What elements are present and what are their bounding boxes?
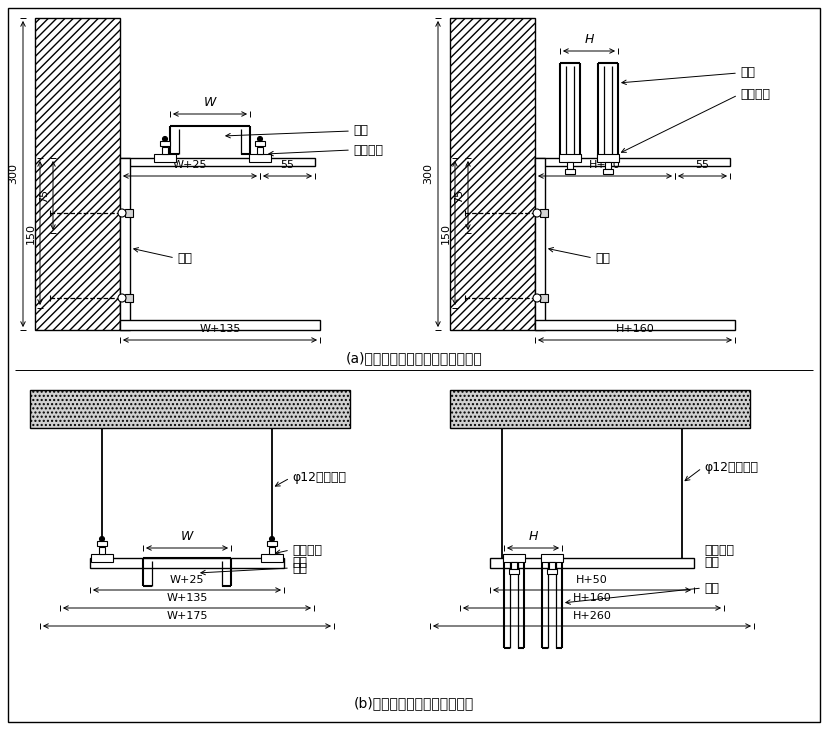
Circle shape [162, 137, 167, 142]
Bar [596, 154, 619, 162]
Bar [602, 169, 612, 174]
Text: 侧卧压板: 侧卧压板 [703, 544, 733, 556]
Bar [269, 547, 275, 554]
Text: φ12圆锂吊杆: φ12圆锂吊杆 [703, 461, 757, 474]
Bar [510, 562, 516, 569]
Text: 55: 55 [280, 160, 294, 170]
Text: 150: 150 [441, 223, 451, 244]
Bar [97, 541, 107, 546]
Bar [266, 541, 277, 546]
Bar [154, 154, 176, 162]
Bar [162, 147, 168, 154]
Text: H+50: H+50 [589, 160, 620, 170]
Circle shape [533, 209, 540, 217]
Text: 平卧压板: 平卧压板 [292, 544, 322, 556]
Text: W+135: W+135 [199, 324, 241, 334]
Bar [120, 158, 130, 330]
Bar [539, 209, 547, 217]
Bar [540, 554, 562, 562]
Bar [90, 558, 284, 568]
Bar [490, 558, 693, 568]
Bar [534, 158, 544, 330]
Text: 母线: 母线 [292, 561, 307, 575]
Circle shape [99, 537, 104, 542]
Bar [449, 390, 749, 428]
Bar [566, 162, 572, 169]
Text: W: W [180, 530, 193, 543]
Circle shape [269, 537, 275, 542]
Bar [125, 294, 133, 302]
Text: 平卧压板: 平卧压板 [352, 144, 383, 156]
Circle shape [533, 294, 540, 302]
Bar [539, 294, 547, 302]
Bar [502, 554, 524, 562]
Bar [35, 18, 120, 330]
Text: H: H [584, 33, 593, 46]
Bar [120, 320, 319, 330]
Text: H+260: H+260 [572, 611, 610, 621]
Text: W+135: W+135 [166, 593, 208, 603]
Text: H+160: H+160 [572, 593, 610, 603]
Text: W+175: W+175 [166, 611, 208, 621]
Text: H+160: H+160 [615, 324, 653, 334]
Text: 300: 300 [8, 164, 18, 185]
Text: (b)在楼板吊架上平、侧卧安装: (b)在楼板吊架上平、侧卧安装 [353, 696, 474, 710]
Text: 支架: 支架 [177, 252, 192, 264]
Text: 150: 150 [26, 223, 36, 244]
Text: 吊架: 吊架 [703, 556, 718, 569]
Bar [255, 141, 265, 146]
Bar [509, 569, 519, 574]
Bar [564, 169, 574, 174]
Text: W: W [203, 96, 216, 109]
Text: 母线: 母线 [739, 66, 754, 80]
Bar [99, 547, 105, 554]
Text: 300: 300 [423, 164, 433, 185]
Circle shape [257, 137, 262, 142]
Bar [534, 158, 729, 166]
Text: 母线: 母线 [352, 125, 367, 137]
Text: (a)在墙体角锂支架上平、侧卧安装: (a)在墙体角锂支架上平、侧卧安装 [345, 351, 482, 365]
Bar [120, 158, 314, 166]
Text: 55: 55 [695, 160, 709, 170]
Bar [449, 18, 534, 330]
Bar [160, 141, 170, 146]
Bar [256, 147, 263, 154]
Circle shape [118, 209, 126, 217]
Text: 支架: 支架 [595, 252, 609, 264]
Text: 吊架: 吊架 [292, 556, 307, 569]
Bar [605, 162, 610, 169]
Text: H: H [528, 530, 537, 543]
Bar [30, 390, 350, 428]
Bar [548, 562, 554, 569]
Text: 75: 75 [453, 188, 463, 202]
Text: W+25: W+25 [173, 160, 207, 170]
Text: 75: 75 [39, 188, 49, 202]
Bar [125, 209, 133, 217]
Bar [261, 554, 283, 562]
Bar [91, 554, 112, 562]
Text: 母线: 母线 [703, 582, 718, 594]
Bar [249, 154, 270, 162]
Text: H+50: H+50 [576, 575, 607, 585]
Text: φ12圆锂吊杆: φ12圆锂吊杆 [292, 472, 346, 485]
Bar [534, 320, 734, 330]
Text: 侧卧压板: 侧卧压板 [739, 88, 769, 101]
Text: W+25: W+25 [170, 575, 204, 585]
Circle shape [118, 294, 126, 302]
Bar [558, 154, 581, 162]
Bar [547, 569, 557, 574]
